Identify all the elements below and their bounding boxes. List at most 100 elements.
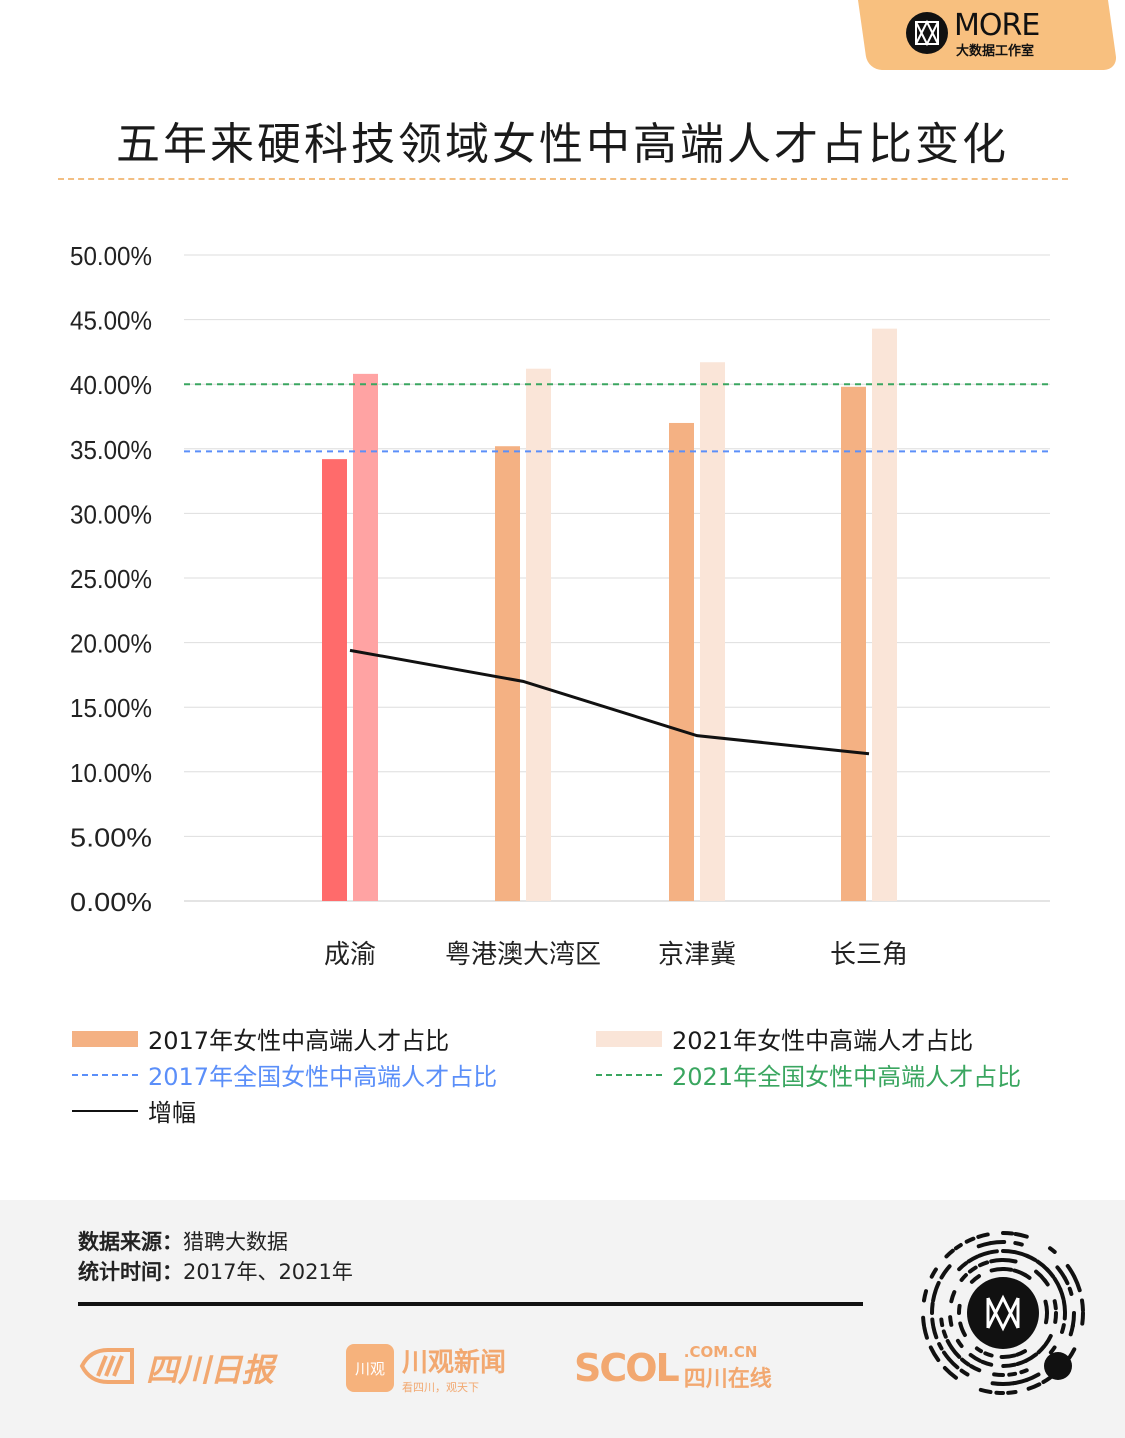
qr-dot [922, 1325, 929, 1340]
bar-2021-0 [353, 373, 378, 901]
qr-dot [1014, 1349, 1027, 1357]
qr-dot [957, 1261, 969, 1272]
legend-item-national-2021: 2021年全国女性中高端人才占比 [596, 1057, 1021, 1092]
data-source-label: 数据来源： [78, 1230, 183, 1254]
qr-dot [1044, 1267, 1056, 1279]
qr-dot [1044, 1311, 1049, 1325]
qr-dot [947, 1357, 960, 1370]
qr-dot [930, 1317, 936, 1328]
mini-program-qr-icon[interactable] [920, 1230, 1086, 1396]
qr-dot [1019, 1368, 1029, 1375]
data-source-value: 猎聘大数据 [183, 1230, 288, 1254]
qr-dot [969, 1364, 982, 1373]
legend-line-growth [72, 1109, 138, 1112]
qr-dot [955, 1338, 964, 1349]
qr-dot [1067, 1347, 1077, 1361]
qr-dot [945, 1338, 954, 1350]
partner-scol: SCOL .COM.CN 四川在线 [574, 1338, 772, 1398]
qr-dot [988, 1249, 999, 1255]
y-tick-label: 0.00% [70, 887, 152, 917]
stat-time: 统计时间：2017年、2021年 [78, 1256, 353, 1286]
qr-dot [941, 1329, 948, 1339]
qr-dot [939, 1264, 952, 1280]
qr-dot [937, 1342, 944, 1351]
stat-time-label: 统计时间： [78, 1260, 183, 1284]
qr-dot [944, 1248, 955, 1259]
qr-dot [1080, 1311, 1085, 1326]
legend-item-2021: 2021年女性中高端人才占比 [596, 1021, 973, 1056]
qr-dot [1052, 1299, 1058, 1311]
x-tick-label: 京津冀 [658, 940, 736, 970]
y-tick-label: 40.00% [70, 370, 152, 400]
qr-dot [1001, 1267, 1014, 1272]
legend-label-2021: 2021年女性中高端人才占比 [672, 1027, 974, 1055]
qr-dot [1065, 1263, 1076, 1279]
qr-dot [1001, 1362, 1017, 1368]
data-source: 数据来源：猎聘大数据 [78, 1226, 288, 1256]
qr-dot [930, 1301, 935, 1315]
qr-dot [942, 1350, 951, 1361]
partner-scol-domain: .COM.CN [683, 1343, 758, 1361]
qr-dot [1001, 1258, 1018, 1264]
qr-dot [1041, 1375, 1053, 1385]
qr-dot [949, 1345, 962, 1359]
qr-dot [968, 1352, 983, 1363]
qr-dot [931, 1288, 938, 1303]
footer: 数据来源：猎聘大数据 统计时间：2017年、2021年 四川日报 川观 川观新闻… [0, 1200, 1125, 1438]
partner-chuanguan: 川观 川观新闻 看四川，观天下 [346, 1338, 506, 1398]
qr-dot [977, 1250, 991, 1258]
qr-dot [939, 1317, 945, 1328]
qr-dot [921, 1289, 929, 1303]
qr-dot [1036, 1344, 1047, 1355]
legend-item-growth: 增幅 [72, 1093, 196, 1128]
qr-dot [921, 1315, 926, 1328]
qr-dot [1043, 1333, 1053, 1347]
brand-name: MORE [954, 8, 1040, 43]
qr-dot [953, 1243, 963, 1251]
qr-dot [980, 1359, 994, 1367]
legend-dash-national-2017 [72, 1073, 138, 1076]
qr-dot [942, 1365, 958, 1380]
y-tick-label: 35.00% [70, 435, 152, 465]
qr-dot [1007, 1371, 1018, 1377]
qr-dot [1067, 1286, 1074, 1296]
bar-2021-1 [526, 368, 551, 901]
partner-sichuan-daily: 四川日报 [78, 1338, 274, 1398]
legend-label-national-2017: 2017年全国女性中高端人才占比 [148, 1063, 498, 1091]
qr-dot [974, 1346, 983, 1354]
qr-dot [960, 1357, 971, 1367]
legend-swatch-2021 [596, 1030, 662, 1047]
bar-2021-2 [700, 362, 725, 902]
qr-dot [1068, 1323, 1075, 1337]
qr-dot [964, 1236, 976, 1244]
legend: 2017年女性中高端人才占比 2021年女性中高端人才占比 2017年全国女性中… [0, 1015, 1125, 1135]
y-tick-label: 20.00% [70, 629, 152, 659]
partner-scol-name: SCOL [574, 1346, 680, 1390]
bar-2017-1 [495, 446, 520, 901]
brand-subtitle: 大数据工作室 [956, 44, 1035, 59]
legend-swatch-2017 [72, 1030, 138, 1047]
qr-dot [989, 1258, 1004, 1264]
legend-label-national-2021: 2021年全国女性中高端人才占比 [672, 1063, 1022, 1091]
stat-time-value: 2017年、2021年 [183, 1260, 353, 1284]
qr-dot [934, 1280, 941, 1291]
qr-dot [969, 1274, 981, 1284]
x-tick-label: 粤港澳大湾区 [445, 940, 601, 970]
bar-line-chart: 0.00% 5.00% 10.00% 15.00% 20.00% 25.00% 30.00%… [70, 241, 1050, 970]
qr-dot [1058, 1287, 1066, 1301]
qr-dot [929, 1267, 938, 1279]
qr-dot [949, 1290, 957, 1304]
qr-dot [1006, 1390, 1018, 1395]
y-tick-label: 50.00% [70, 241, 152, 271]
qr-dot [1048, 1345, 1057, 1355]
qr-dot [990, 1381, 1005, 1386]
sichuan-daily-logo-icon [78, 1346, 136, 1390]
qr-dot [1013, 1241, 1024, 1247]
qr-dot [931, 1324, 939, 1340]
legend-label-growth: 增幅 [148, 1099, 196, 1127]
x-tick-label: 成渝 [324, 940, 376, 970]
bar-2017-0 [322, 459, 347, 901]
title-divider [58, 178, 1068, 180]
partner-chuanguan-tagline: 看四川，观天下 [402, 1380, 479, 1394]
qr-dot [978, 1387, 993, 1395]
